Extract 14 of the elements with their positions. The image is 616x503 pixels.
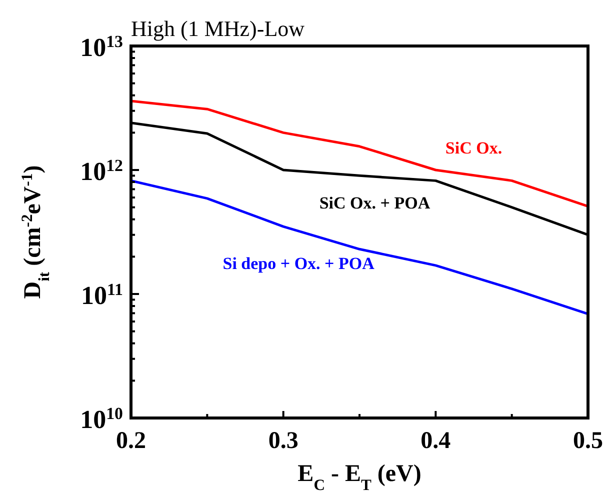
series-label: Si depo + Ox. + POA [222, 254, 376, 274]
chart-title: High (1 MHz)-Low [131, 16, 305, 41]
line-series [131, 179, 590, 316]
line-series [131, 100, 590, 208]
x-tick-label: 0.2 [116, 428, 146, 454]
series-label: SiC Ox. + POA [319, 194, 431, 213]
y-tick-label: 10$^{12}$ [80, 156, 123, 186]
series-label: SiC Ox. [445, 138, 502, 158]
x-tick-label: 0.5 [573, 428, 603, 454]
x-axis-title: E$_{C}$ - E$_{T}$ (eV) [298, 461, 422, 494]
x-tick-label: 0.3 [268, 428, 298, 454]
x-tick-label: 0.4 [420, 428, 451, 454]
y-tick-label: 10$^{13}$ [80, 32, 123, 62]
y-tick-label: 10$^{11}$ [81, 280, 123, 310]
